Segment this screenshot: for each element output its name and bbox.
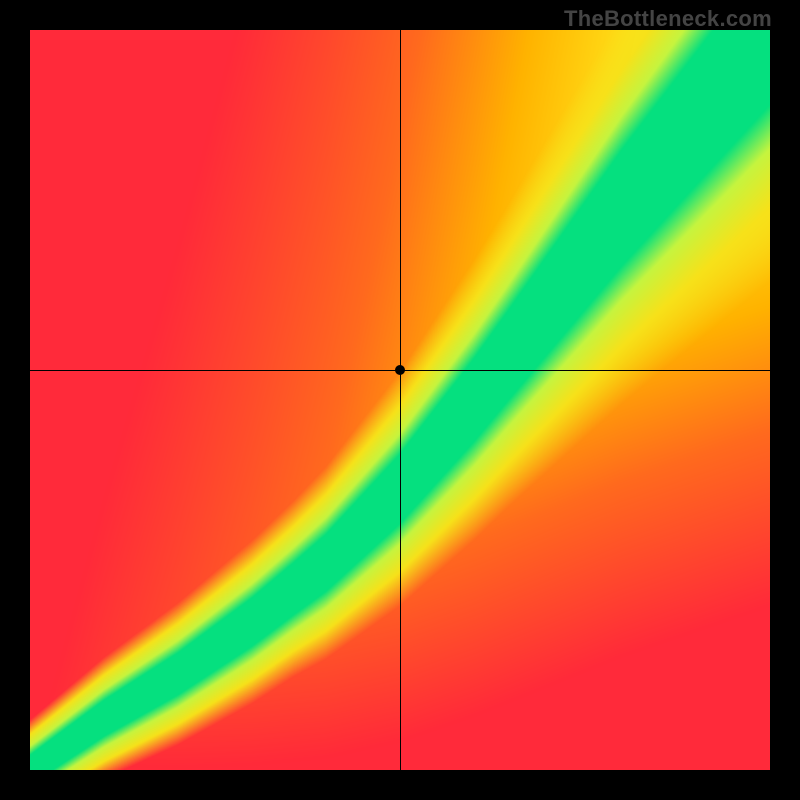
chart-container: TheBottleneck.com [0, 0, 800, 800]
crosshair-vertical [400, 30, 401, 770]
watermark-label: TheBottleneck.com [564, 6, 772, 32]
plot-frame [30, 30, 770, 770]
selected-point-marker [395, 365, 405, 375]
